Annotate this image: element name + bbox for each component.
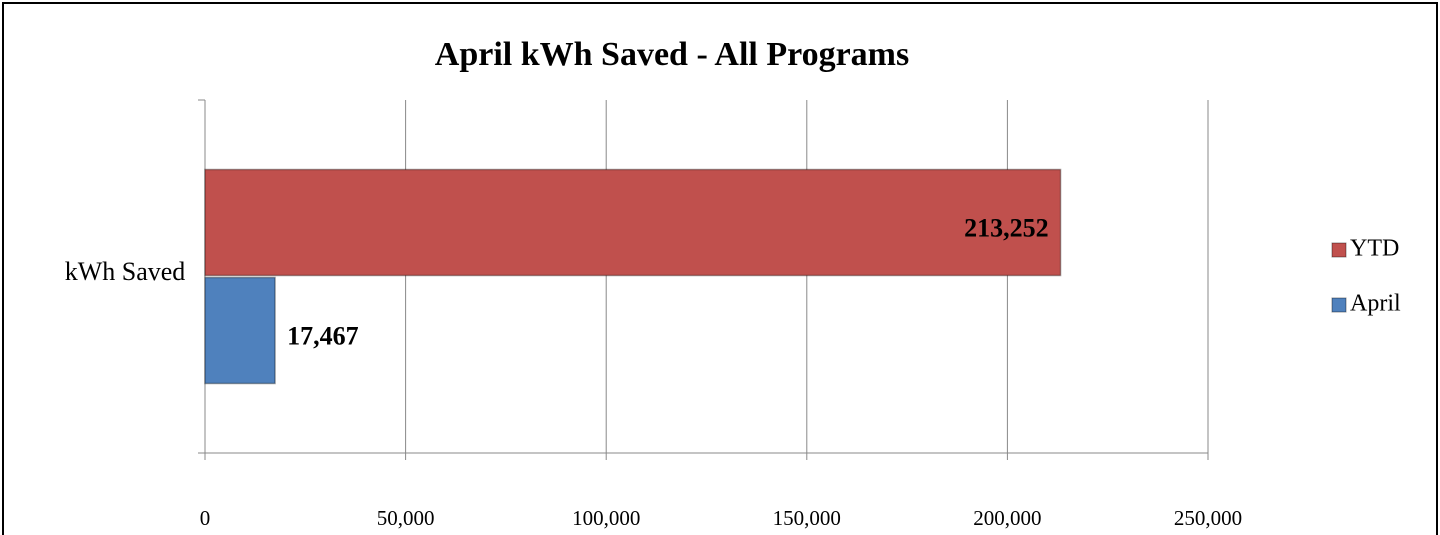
legend-label: April: [1350, 291, 1401, 317]
x-tick-label: 0: [200, 506, 211, 530]
value-label: 17,467: [287, 321, 359, 350]
x-tick-label: 250,000: [1174, 506, 1242, 530]
x-tick-label: 50,000: [377, 506, 435, 530]
bar: [204, 276, 276, 385]
x-tick-label: 200,000: [973, 506, 1041, 530]
bar: [204, 168, 1062, 277]
legend-swatch: [1331, 297, 1347, 313]
x-tick-label: 150,000: [773, 506, 841, 530]
value-label: 213,252: [964, 213, 1049, 242]
chart-title: April kWh Saved - All Programs: [435, 36, 909, 73]
legend-swatch: [1331, 242, 1347, 258]
legend-label: YTD: [1350, 236, 1399, 262]
x-tick-label: 100,000: [572, 506, 640, 530]
category-label: kWh Saved: [64, 257, 186, 286]
